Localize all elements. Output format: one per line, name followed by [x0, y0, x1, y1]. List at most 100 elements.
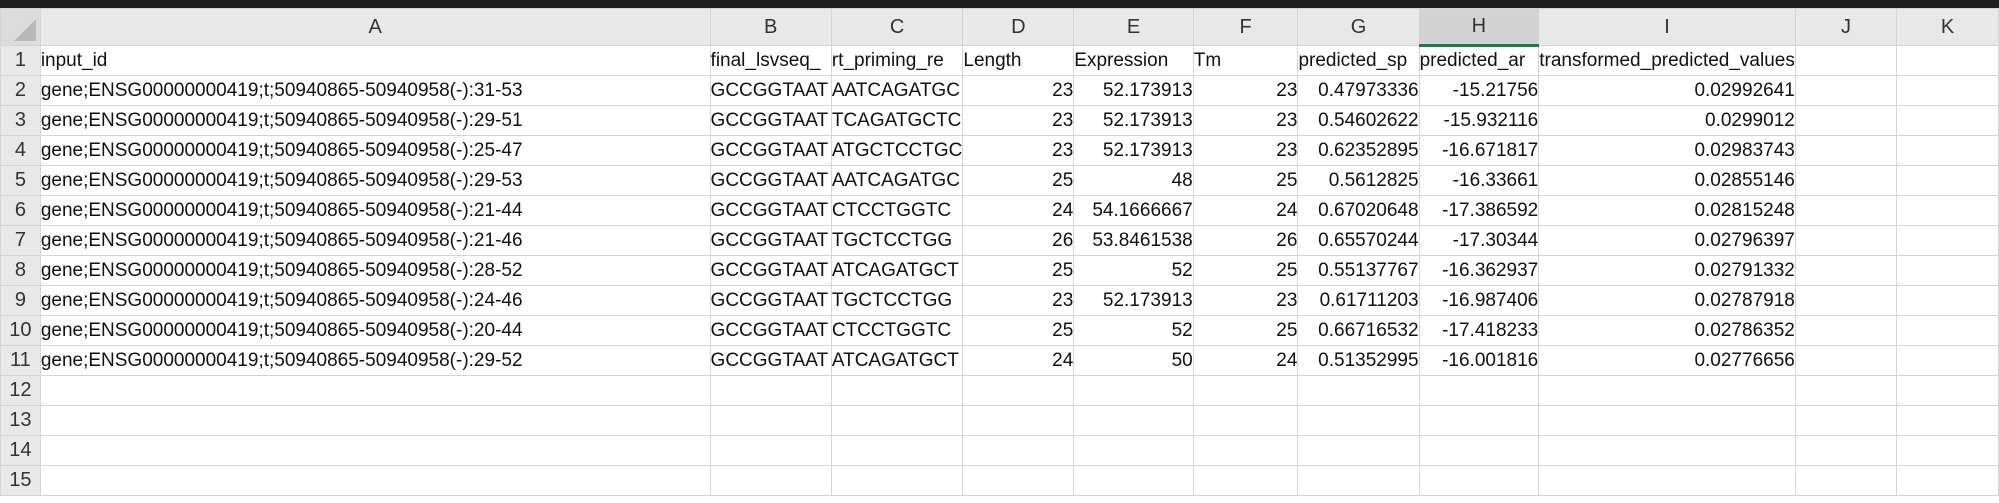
- cell-h13[interactable]: [1418, 405, 1540, 436]
- cell-g13[interactable]: [1297, 405, 1420, 436]
- cell-c1[interactable]: rt_priming_re: [830, 45, 964, 76]
- cell-e8[interactable]: 52: [1073, 255, 1194, 286]
- cell-g6[interactable]: 0.67020648: [1297, 195, 1420, 226]
- cell-b15[interactable]: [709, 465, 832, 496]
- cell-a9[interactable]: gene;ENSG00000000419;t;50940865-50940958…: [39, 285, 711, 316]
- cell-h9[interactable]: -16.987406: [1418, 285, 1540, 316]
- row-header[interactable]: 15: [0, 465, 41, 496]
- cell-k10[interactable]: [1896, 315, 1999, 346]
- cell-i2[interactable]: 0.02992641: [1538, 75, 1796, 106]
- cell-h15[interactable]: [1418, 465, 1540, 496]
- cell-b6[interactable]: GCCGGTAAT: [709, 195, 832, 226]
- cell-f5[interactable]: 25: [1192, 165, 1299, 196]
- cell-d4[interactable]: 23: [962, 135, 1075, 166]
- cell-f14[interactable]: [1192, 435, 1299, 466]
- column-header-g[interactable]: G: [1297, 8, 1420, 46]
- cell-b12[interactable]: [709, 375, 832, 406]
- cell-g14[interactable]: [1297, 435, 1420, 466]
- cell-a13[interactable]: [39, 405, 711, 436]
- cell-d10[interactable]: 25: [962, 315, 1075, 346]
- cell-f12[interactable]: [1192, 375, 1299, 406]
- cell-f1[interactable]: Tm: [1192, 45, 1299, 76]
- cell-k11[interactable]: [1896, 345, 1999, 376]
- cell-i3[interactable]: 0.0299012: [1538, 105, 1796, 136]
- cell-g2[interactable]: 0.47973336: [1297, 75, 1420, 106]
- cell-c12[interactable]: [830, 375, 964, 406]
- column-header-a[interactable]: A: [39, 8, 711, 46]
- cell-j14[interactable]: [1794, 435, 1898, 466]
- cell-i7[interactable]: 0.02796397: [1538, 225, 1796, 256]
- cell-a15[interactable]: [39, 465, 711, 496]
- cell-g11[interactable]: 0.51352995: [1297, 345, 1420, 376]
- cell-a5[interactable]: gene;ENSG00000000419;t;50940865-50940958…: [39, 165, 711, 196]
- column-header-e[interactable]: E: [1073, 8, 1194, 46]
- cell-g15[interactable]: [1297, 465, 1420, 496]
- cell-h5[interactable]: -16.33661: [1418, 165, 1540, 196]
- row-header[interactable]: 8: [0, 255, 41, 286]
- cell-a2[interactable]: gene;ENSG00000000419;t;50940865-50940958…: [39, 75, 711, 106]
- cell-i9[interactable]: 0.02787918: [1538, 285, 1796, 316]
- cell-e9[interactable]: 52.173913: [1073, 285, 1194, 316]
- cell-f6[interactable]: 24: [1192, 195, 1299, 226]
- column-header-f[interactable]: F: [1192, 8, 1299, 46]
- cell-f7[interactable]: 26: [1192, 225, 1299, 256]
- cell-c7[interactable]: TGCTCCTGG: [830, 225, 964, 256]
- cell-b8[interactable]: GCCGGTAAT: [709, 255, 832, 286]
- cell-c5[interactable]: AATCAGATGC: [830, 165, 964, 196]
- cell-g7[interactable]: 0.65570244: [1297, 225, 1420, 256]
- cell-e6[interactable]: 54.1666667: [1073, 195, 1194, 226]
- cell-b2[interactable]: GCCGGTAAT: [709, 75, 832, 106]
- cell-e12[interactable]: [1073, 375, 1194, 406]
- cell-e7[interactable]: 53.8461538: [1073, 225, 1194, 256]
- cell-h1[interactable]: predicted_ar: [1418, 45, 1540, 76]
- column-header-b[interactable]: B: [709, 8, 832, 46]
- column-header-j[interactable]: J: [1794, 8, 1898, 46]
- cell-k13[interactable]: [1896, 405, 1999, 436]
- cell-e2[interactable]: 52.173913: [1073, 75, 1194, 106]
- cell-i5[interactable]: 0.02855146: [1538, 165, 1796, 196]
- row-header[interactable]: 7: [0, 225, 41, 256]
- cell-c8[interactable]: ATCAGATGCT: [830, 255, 964, 286]
- cell-g5[interactable]: 0.5612825: [1297, 165, 1420, 196]
- cell-d14[interactable]: [962, 435, 1075, 466]
- row-header[interactable]: 3: [0, 105, 41, 136]
- cell-k6[interactable]: [1896, 195, 1999, 226]
- cell-f13[interactable]: [1192, 405, 1299, 436]
- row-header[interactable]: 4: [0, 135, 41, 166]
- cell-f3[interactable]: 23: [1192, 105, 1299, 136]
- cell-b9[interactable]: GCCGGTAAT: [709, 285, 832, 316]
- cell-d2[interactable]: 23: [962, 75, 1075, 106]
- cell-d8[interactable]: 25: [962, 255, 1075, 286]
- cell-k1[interactable]: [1896, 45, 1999, 76]
- cell-j1[interactable]: [1794, 45, 1898, 76]
- row-header[interactable]: 11: [0, 345, 41, 376]
- cell-k2[interactable]: [1896, 75, 1999, 106]
- cell-b10[interactable]: GCCGGTAAT: [709, 315, 832, 346]
- cell-h4[interactable]: -16.671817: [1418, 135, 1540, 166]
- cell-d7[interactable]: 26: [962, 225, 1075, 256]
- cell-h12[interactable]: [1418, 375, 1540, 406]
- cell-h8[interactable]: -16.362937: [1418, 255, 1540, 286]
- cell-j6[interactable]: [1794, 195, 1898, 226]
- cell-k8[interactable]: [1896, 255, 1999, 286]
- cell-c4[interactable]: ATGCTCCTGC: [830, 135, 964, 166]
- cell-j4[interactable]: [1794, 135, 1898, 166]
- cell-c11[interactable]: ATCAGATGCT: [830, 345, 964, 376]
- row-header[interactable]: 10: [0, 315, 41, 346]
- cell-k9[interactable]: [1896, 285, 1999, 316]
- cell-c14[interactable]: [830, 435, 964, 466]
- cell-c15[interactable]: [830, 465, 964, 496]
- cell-a14[interactable]: [39, 435, 711, 466]
- cell-i15[interactable]: [1538, 465, 1796, 496]
- cell-j3[interactable]: [1794, 105, 1898, 136]
- cell-b4[interactable]: GCCGGTAAT: [709, 135, 832, 166]
- cell-c10[interactable]: CTCCTGGTC: [830, 315, 964, 346]
- row-header[interactable]: 14: [0, 435, 41, 466]
- column-header-k[interactable]: K: [1896, 8, 1999, 46]
- cell-a7[interactable]: gene;ENSG00000000419;t;50940865-50940958…: [39, 225, 711, 256]
- cell-k4[interactable]: [1896, 135, 1999, 166]
- cell-c2[interactable]: AATCAGATGC: [830, 75, 964, 106]
- cell-i10[interactable]: 0.02786352: [1538, 315, 1796, 346]
- cell-k7[interactable]: [1896, 225, 1999, 256]
- cell-d12[interactable]: [962, 375, 1075, 406]
